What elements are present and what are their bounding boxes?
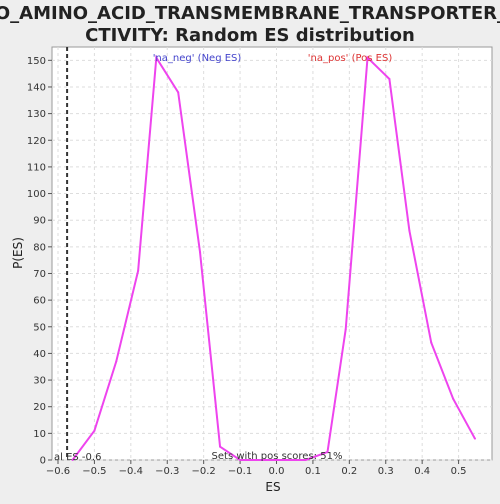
y-tick-label: 60: [33, 296, 46, 307]
data-point: [199, 251, 202, 254]
data-point: [326, 451, 329, 454]
x-tick-label: −0.1: [228, 466, 252, 477]
x-axis: −0.6 −0.5 −0.4 −0.3 −0.2 −0.1 0.0 0.1 0.2 0.3 0.4 0…: [46, 460, 467, 477]
data-point: [71, 459, 74, 461]
chart-title-line1: GO_AMINO_ACID_TRANSMEMBRANE_TRANSPORTER_…: [0, 3, 500, 24]
x-axis-label: ES: [265, 480, 280, 494]
y-tick-label: 10: [33, 429, 46, 440]
data-point: [366, 56, 369, 59]
x-tick-label: −0.3: [155, 466, 179, 477]
y-tick-label: 0: [40, 456, 46, 467]
data-point: [304, 459, 307, 461]
y-axis-label: P(ES): [11, 237, 25, 269]
y-tick-label: 30: [33, 376, 46, 387]
y-tick-label: 100: [27, 189, 46, 200]
y-tick-label: 20: [33, 402, 46, 413]
chart-title-line2: CTIVITY: Random ES distribution: [85, 25, 415, 46]
x-tick-label: 0.1: [305, 466, 321, 477]
data-point: [260, 459, 263, 461]
y-tick-label: 140: [27, 82, 46, 93]
x-tick-label: −0.6: [46, 466, 70, 477]
pos-es-label: 'na_pos' (Pos ES): [308, 53, 393, 64]
y-tick-label: 90: [33, 216, 46, 227]
y-axis: 0 10 20 30 40 50 60 70 80 90 100 110 120 130 140 150: [27, 56, 52, 467]
data-point: [473, 437, 476, 440]
x-tick-label: 0.0: [269, 466, 285, 477]
data-point: [115, 360, 118, 363]
data-point: [430, 341, 433, 344]
series-line: [71, 54, 476, 461]
series-points: [71, 56, 476, 461]
data-point: [388, 77, 391, 80]
y-tick-label: 150: [27, 56, 46, 67]
y-tick-label: 120: [27, 136, 46, 147]
y-tick-label: 50: [33, 322, 46, 333]
data-point: [93, 429, 96, 432]
y-tick-label: 130: [27, 109, 46, 120]
data-point: [239, 459, 242, 461]
data-point: [219, 445, 222, 448]
x-tick-label: 0.5: [451, 466, 467, 477]
x-tick-label: 0.2: [341, 466, 357, 477]
pos-scores-annotation: Sets with pos scores: 51%: [212, 451, 343, 462]
data-point: [177, 91, 180, 94]
y-tick-label: 40: [33, 349, 46, 360]
neg-es-label: 'na_neg' (Neg ES): [153, 53, 242, 64]
y-tick-label: 110: [27, 162, 46, 173]
data-point: [137, 269, 140, 272]
data-point: [408, 229, 411, 232]
x-tick-label: −0.5: [82, 466, 106, 477]
x-tick-label: 0.3: [378, 466, 394, 477]
data-point: [282, 459, 285, 461]
data-point: [344, 328, 347, 331]
real-es-annotation: al ES -0.6: [54, 452, 101, 463]
plot-area: [51, 46, 493, 461]
x-tick-label: 0.4: [414, 466, 430, 477]
data-point: [452, 397, 455, 400]
data-point: [155, 56, 158, 59]
y-tick-label: 80: [33, 242, 46, 253]
x-tick-label: −0.4: [119, 466, 143, 477]
x-tick-label: −0.2: [192, 466, 216, 477]
y-tick-label: 70: [33, 269, 46, 280]
